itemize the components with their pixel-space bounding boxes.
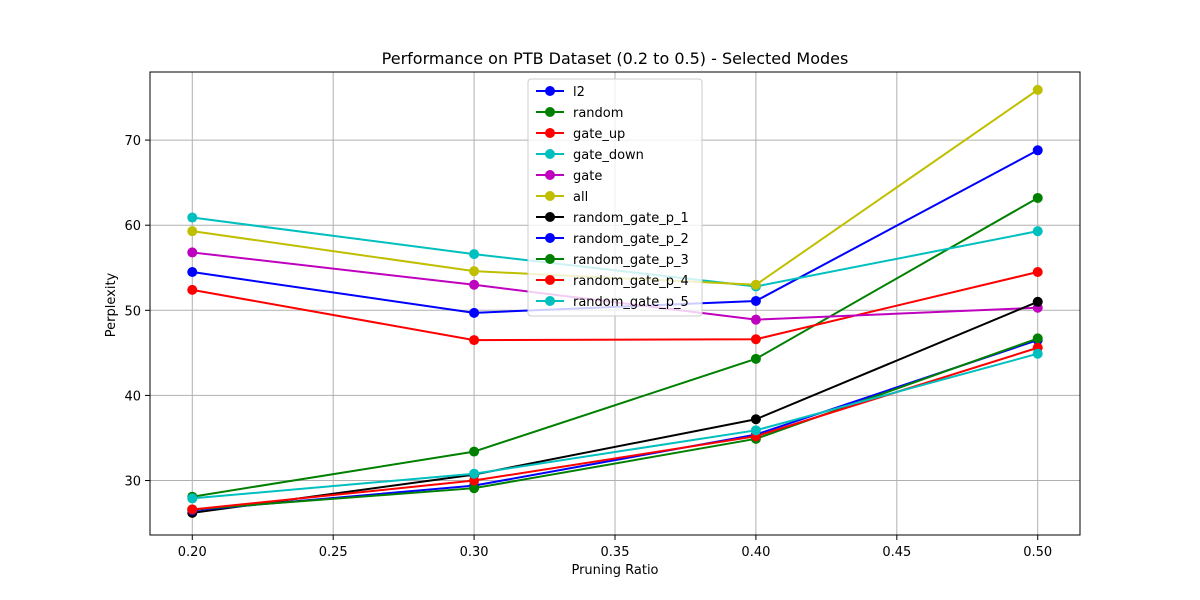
legend-entry: gate_up <box>536 127 625 142</box>
legend-marker <box>545 149 555 159</box>
data-point <box>1032 296 1043 307</box>
data-point <box>469 266 480 277</box>
data-point <box>187 212 198 223</box>
x-tick-label: 0.20 <box>178 545 207 560</box>
data-point <box>187 284 198 295</box>
series-line <box>192 197 1039 498</box>
legend-label: random <box>573 106 623 121</box>
legend-marker <box>545 86 555 96</box>
legend-marker <box>545 191 555 201</box>
x-axis-label: Pruning Ratio <box>571 563 658 578</box>
legend-label: gate_up <box>573 127 625 142</box>
data-point <box>750 425 761 436</box>
data-point <box>187 247 198 258</box>
x-tick-label: 0.35 <box>601 545 630 560</box>
chart-title: Performance on PTB Dataset (0.2 to 0.5) … <box>382 49 849 68</box>
data-point <box>750 334 761 345</box>
y-tick-label: 40 <box>124 389 141 404</box>
data-point <box>469 468 480 479</box>
data-point <box>750 353 761 364</box>
legend-entry: random_gate_p_3 <box>536 253 689 268</box>
legend-label: random_gate_p_2 <box>573 232 689 247</box>
data-point <box>1032 84 1043 95</box>
legend-label: l2 <box>573 85 585 100</box>
data-point <box>750 279 761 290</box>
legend-label: random_gate_p_5 <box>573 295 689 310</box>
legend-marker <box>545 170 555 180</box>
data-point <box>469 483 480 494</box>
y-tick-label: 30 <box>124 475 141 490</box>
data-point <box>469 279 480 290</box>
data-point <box>1032 267 1043 278</box>
data-point <box>187 267 198 278</box>
x-tick-label: 0.25 <box>319 545 348 560</box>
series-line <box>192 271 1038 342</box>
x-tick-label: 0.40 <box>741 545 770 560</box>
data-point <box>750 414 761 425</box>
legend-entry: gate_down <box>536 148 644 163</box>
legend-entry: all <box>536 190 588 205</box>
legend-label: all <box>573 190 588 205</box>
data-point <box>1032 226 1043 237</box>
legend-marker <box>545 275 555 285</box>
data-point <box>469 249 480 260</box>
series-line <box>192 352 1038 500</box>
data-point <box>1032 348 1043 359</box>
series-layer <box>187 84 1043 518</box>
legend-label: gate_down <box>573 148 644 163</box>
legend-marker <box>545 212 555 222</box>
legend-box <box>527 78 703 317</box>
legend-marker <box>545 107 555 117</box>
legend-marker <box>545 233 555 243</box>
y-tick-label: 70 <box>124 134 141 149</box>
legend-label: gate <box>573 169 602 184</box>
legend-entry: l2 <box>536 85 585 100</box>
data-point <box>187 493 198 504</box>
legend-entry: random_gate_p_4 <box>536 274 689 289</box>
legend-entry: random_gate_p_5 <box>536 295 689 310</box>
data-point <box>187 226 198 237</box>
legend-marker <box>545 128 555 138</box>
legend-marker <box>545 254 555 264</box>
data-point <box>1032 192 1043 203</box>
data-point <box>187 504 198 515</box>
data-point <box>469 446 480 457</box>
x-tick-label: 0.45 <box>882 545 911 560</box>
data-point <box>1032 145 1043 156</box>
legend-marker <box>545 296 555 306</box>
x-tick-label: 0.30 <box>460 545 489 560</box>
data-point <box>750 295 761 306</box>
data-point <box>469 307 480 318</box>
series-random-gate-p-5 <box>187 348 1043 504</box>
data-point <box>469 335 480 346</box>
series-line <box>192 300 1039 514</box>
y-tick-label: 50 <box>124 304 141 319</box>
data-point <box>750 314 761 325</box>
series-gate-up <box>187 267 1043 346</box>
data-point <box>1032 333 1043 344</box>
legend-entry: random <box>536 106 623 121</box>
y-axis-label: Perplexity <box>104 272 119 337</box>
legend-label: random_gate_p_1 <box>573 211 689 226</box>
legend-label: random_gate_p_3 <box>573 253 689 268</box>
legend-entry: random_gate_p_2 <box>536 232 689 247</box>
legend-label: random_gate_p_4 <box>573 274 689 289</box>
y-tick-label: 60 <box>124 219 141 234</box>
legend-entry: gate <box>536 169 602 184</box>
x-tick-label: 0.50 <box>1023 545 1052 560</box>
axis-ticks: 0.20 0.25 0.30 0.35 0.40 0.45 0.50 30 40 50 60 70 <box>124 134 1052 560</box>
series-line <box>192 337 1039 511</box>
legend-entry: random_gate_p_1 <box>536 211 689 226</box>
